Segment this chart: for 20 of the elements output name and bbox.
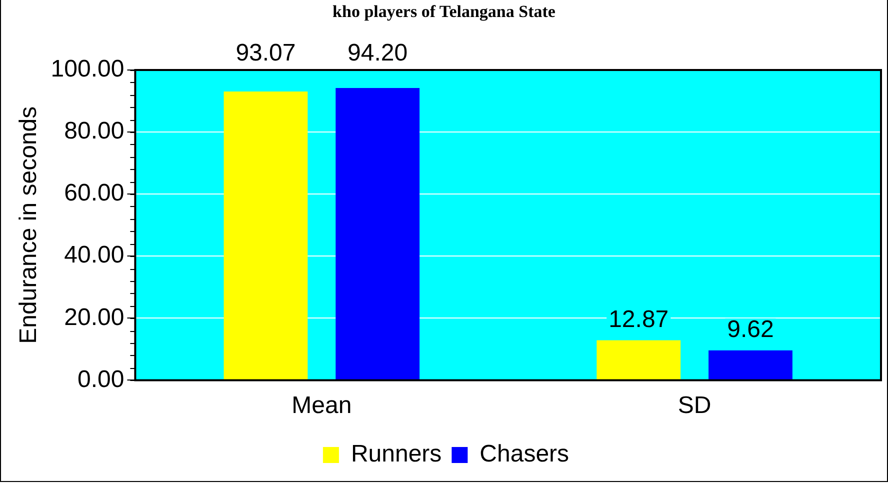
bar — [336, 88, 420, 380]
y-axis-title: Endurance in seconds — [15, 106, 42, 344]
bar — [596, 340, 681, 380]
data-label: 12.87 — [608, 306, 669, 333]
chart-title: kho players of Telangana State — [332, 2, 556, 22]
y-tick-label: 80.00 — [64, 118, 124, 145]
y-tick-label: 60.00 — [64, 180, 124, 207]
data-label: 94.20 — [348, 40, 408, 67]
data-label: 93.07 — [236, 40, 296, 67]
y-tick-label: 100.00 — [50, 56, 124, 83]
legend-label: Chasers — [480, 440, 570, 468]
bar — [224, 91, 308, 380]
legend-label: Runners — [350, 440, 442, 468]
data-label: 9.62 — [727, 316, 774, 343]
x-tick-label: SD — [678, 392, 712, 420]
y-tick-label: 40.00 — [64, 242, 124, 269]
y-tick-label: 0.00 — [77, 366, 124, 393]
bar — [708, 350, 792, 380]
x-tick-label: Mean — [292, 392, 352, 420]
y-tick-label: 20.00 — [64, 304, 124, 331]
